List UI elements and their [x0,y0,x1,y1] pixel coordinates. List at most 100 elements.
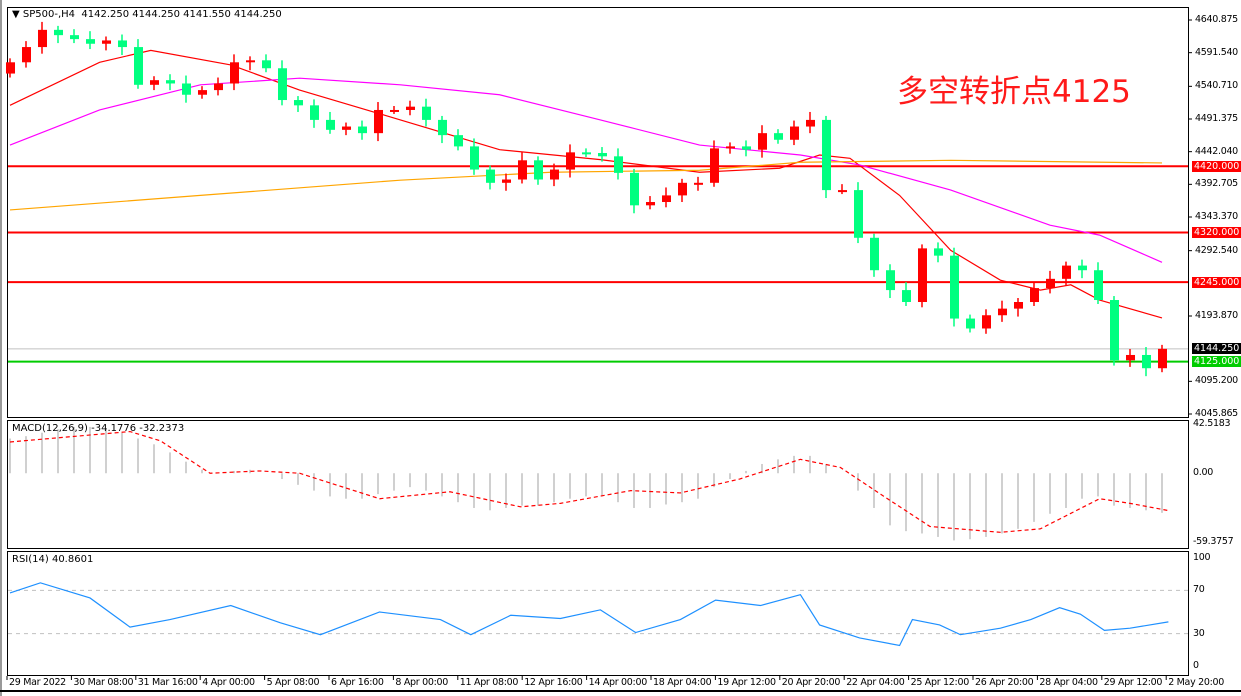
bullish-candle [150,80,159,85]
bearish-candle [358,126,367,134]
time-tick-label: 18 Apr 04:00 [653,677,712,688]
bearish-candle [166,80,175,84]
bullish-candle [678,182,687,196]
bearish-candle [438,119,447,136]
bullish-candle [710,148,719,183]
price-tick-label: 4591.540 [1195,46,1238,58]
macd-tick-label: 0.00 [1193,467,1213,479]
bullish-candle [1062,265,1071,279]
time-tick-label: 20 Apr 20:00 [781,677,841,688]
time-tick-label: 29 Mar 2022 [9,677,66,688]
macd-tick-label: 42.5183 [1193,418,1231,429]
price-tick-label: 4045.865 [1195,408,1238,419]
bearish-candle [310,105,319,120]
bearish-candle [742,146,751,150]
bullish-candle [1158,348,1167,369]
bullish-candle [390,109,399,112]
bullish-candle [230,62,239,84]
bullish-candle [246,60,255,63]
price-tick-label: 4392.705 [1195,178,1238,190]
bullish-candle [406,106,415,110]
bearish-candle [118,40,127,48]
bullish-candle [566,152,575,170]
bullish-candle [790,126,799,140]
bearish-candle [1142,354,1151,369]
bearish-candle [886,270,895,291]
bearish-candle [1078,265,1087,271]
macd-signal-line [9,430,1169,533]
price-tick-label: 4095.200 [1195,375,1238,387]
bearish-candle [470,146,479,170]
time-tick-label: 14 Apr 00:00 [588,677,648,688]
bearish-candle [614,156,623,173]
bullish-candle [726,146,735,149]
resistance-price-tag: 4320.000 [1192,226,1241,238]
price-tick-label: 4640.875 [1195,14,1238,25]
bearish-candle [534,160,543,180]
rsi-tick-label: 30 [1193,627,1205,639]
bearish-candle [486,169,495,183]
bearish-candle [582,152,591,155]
time-tick-label: 19 Apr 12:00 [717,677,776,688]
bearish-candle [454,135,463,147]
bullish-candle [502,179,511,183]
dropdown-triangle-icon[interactable]: ▼ [12,9,23,20]
bearish-candle [278,68,287,101]
bearish-candle [182,83,191,95]
bullish-candle [102,40,111,44]
bearish-candle [822,119,831,191]
time-tick-label: 28 Apr 04:00 [1039,677,1098,688]
price-tick-label: 4343.370 [1195,211,1238,222]
time-tick-label: 2 May 20:00 [1168,677,1224,688]
bearish-candle [54,29,63,36]
time-tick-label: 5 Apr 08:00 [266,677,320,688]
bullish-candle [198,90,207,95]
bearish-candle [262,60,271,69]
bearish-candle [422,106,431,120]
time-tick-label: 31 Mar 16:00 [137,677,198,688]
price-panel[interactable] [6,21,1188,377]
bullish-candle [518,160,527,180]
rsi-title: RSI(14) 40.8601 [12,554,94,565]
bullish-candle [998,308,1007,316]
rsi-tick-label: 100 [1193,552,1211,563]
rsi-panel[interactable] [8,582,1188,647]
bullish-candle [374,109,383,134]
bearish-candle [934,248,943,256]
bearish-candle [854,190,863,238]
bearish-candle [70,35,79,40]
bullish-candle [1126,354,1135,361]
time-tick-label: 11 Apr 08:00 [459,677,519,688]
bullish-candle [982,315,991,329]
price-tick-label: 4491.375 [1195,112,1238,124]
bullish-candle [1030,288,1039,303]
macd-title: MACD(12,26,9) -34.1776 -32.2373 [12,423,185,434]
time-tick-label: 4 Apr 00:00 [202,677,255,688]
rsi-tick-label: 70 [1193,584,1205,596]
support-price-tag: 4125.000 [1192,356,1241,368]
bearish-candle [630,172,639,206]
bullish-candle [646,202,655,206]
bearish-candle [134,47,143,85]
bearish-candle [1094,270,1103,301]
time-tick-label: 6 Apr 16:00 [331,677,384,688]
bearish-candle [870,237,879,271]
bullish-candle [838,190,847,193]
time-tick-label: 26 Apr 20:00 [975,677,1034,688]
moving-average-line [9,159,1163,211]
resistance-price-tag: 4420.000 [1192,160,1241,172]
price-tick-label: 4442.040 [1195,145,1238,157]
bullish-candle [918,248,927,303]
time-tick-label: 8 Apr 00:00 [395,677,448,688]
rsi-line [9,582,1169,647]
macd-panel[interactable] [9,426,1169,541]
bullish-candle [550,169,559,180]
bearish-candle [598,153,607,157]
symbol-label: SP500-,H4 [22,9,76,20]
macd-tick-label: -59.3757 [1193,536,1234,547]
bearish-candle [950,255,959,319]
axes [0,19,1241,692]
current-price-tag: 4144.250 [1192,343,1241,355]
time-tick-label: 22 Apr 04:00 [846,677,905,688]
